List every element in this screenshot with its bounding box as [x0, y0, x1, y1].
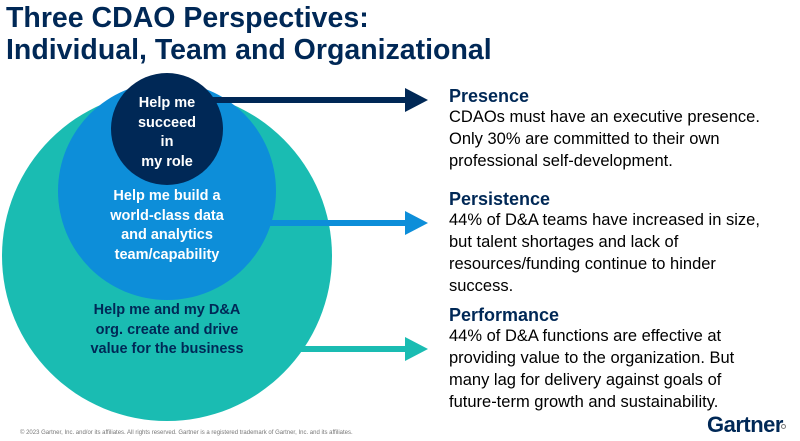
middle-circle-label: Help me build a world-class data and ana…	[82, 187, 252, 265]
inner-label-line: succeed	[137, 114, 197, 131]
point-line: success.	[449, 277, 514, 295]
point-line: resources/funding continue to hinder	[449, 255, 716, 273]
arrow-performance	[255, 337, 428, 361]
point-presence: Presence CDAOs must have an executive pr…	[449, 86, 799, 172]
registered-mark-icon: ®	[781, 424, 786, 429]
point-line: CDAOs must have an executive presence.	[449, 108, 760, 126]
point-line: Only 30% are committed to their own	[449, 130, 720, 148]
inner-label-line: my role	[141, 153, 193, 170]
inner-label-line: in	[160, 134, 174, 150]
point-heading: Persistence	[449, 189, 551, 209]
point-performance: Performance 44% of D&A functions are eff…	[449, 305, 799, 413]
inner-circle	[111, 73, 223, 185]
point-line: professional self-development.	[449, 152, 673, 170]
outer-label-line: value for the business	[90, 341, 244, 357]
point-line: 44% of D&A teams have increased in size,	[449, 211, 760, 229]
inner-circle-label: Help me succeed in my role	[118, 94, 216, 172]
point-line: many lag for delivery against goals of	[449, 371, 722, 389]
point-line: providing value to the organization. But	[449, 349, 735, 367]
point-line: future-term growth and sustainability.	[449, 393, 719, 411]
point-line: 44% of D&A functions are effective at	[449, 327, 722, 345]
middle-label-line: and analytics	[121, 227, 213, 243]
point-description: 44% of D&A functions are effective at pr…	[449, 325, 799, 413]
outer-label-line: org. create and drive	[95, 321, 239, 338]
point-description: CDAOs must have an executive presence. O…	[449, 106, 799, 172]
point-description: 44% of D&A teams have increased in size,…	[449, 209, 799, 297]
title-line-2: Individual, Team and Organizational	[6, 34, 492, 66]
outer-label-line: Help me and my D&A	[93, 302, 241, 318]
middle-label-line: team/capability	[114, 246, 220, 263]
point-heading: Presence	[449, 86, 530, 106]
arrow-presence	[200, 88, 428, 112]
point-heading: Performance	[449, 305, 560, 325]
point-line: but talent shortages and lack of	[449, 233, 679, 251]
title-line-1: Three CDAO Perspectives:	[6, 2, 369, 34]
copyright-footer: © 2023 Gartner, Inc. and/or its affiliat…	[20, 430, 353, 436]
inner-label-line: Help me	[138, 95, 196, 111]
gartner-logo: Gartner	[707, 412, 783, 437]
outer-circle-label: Help me and my D&A org. create and drive…	[60, 301, 274, 360]
point-persistence: Persistence 44% of D&A teams have increa…	[449, 189, 799, 297]
middle-label-line: world-class data	[110, 207, 224, 224]
page-title: Three CDAO Perspectives: Individual, Tea…	[6, 2, 492, 66]
arrow-persistence	[230, 211, 428, 235]
middle-label-line: Help me build a	[113, 188, 221, 204]
